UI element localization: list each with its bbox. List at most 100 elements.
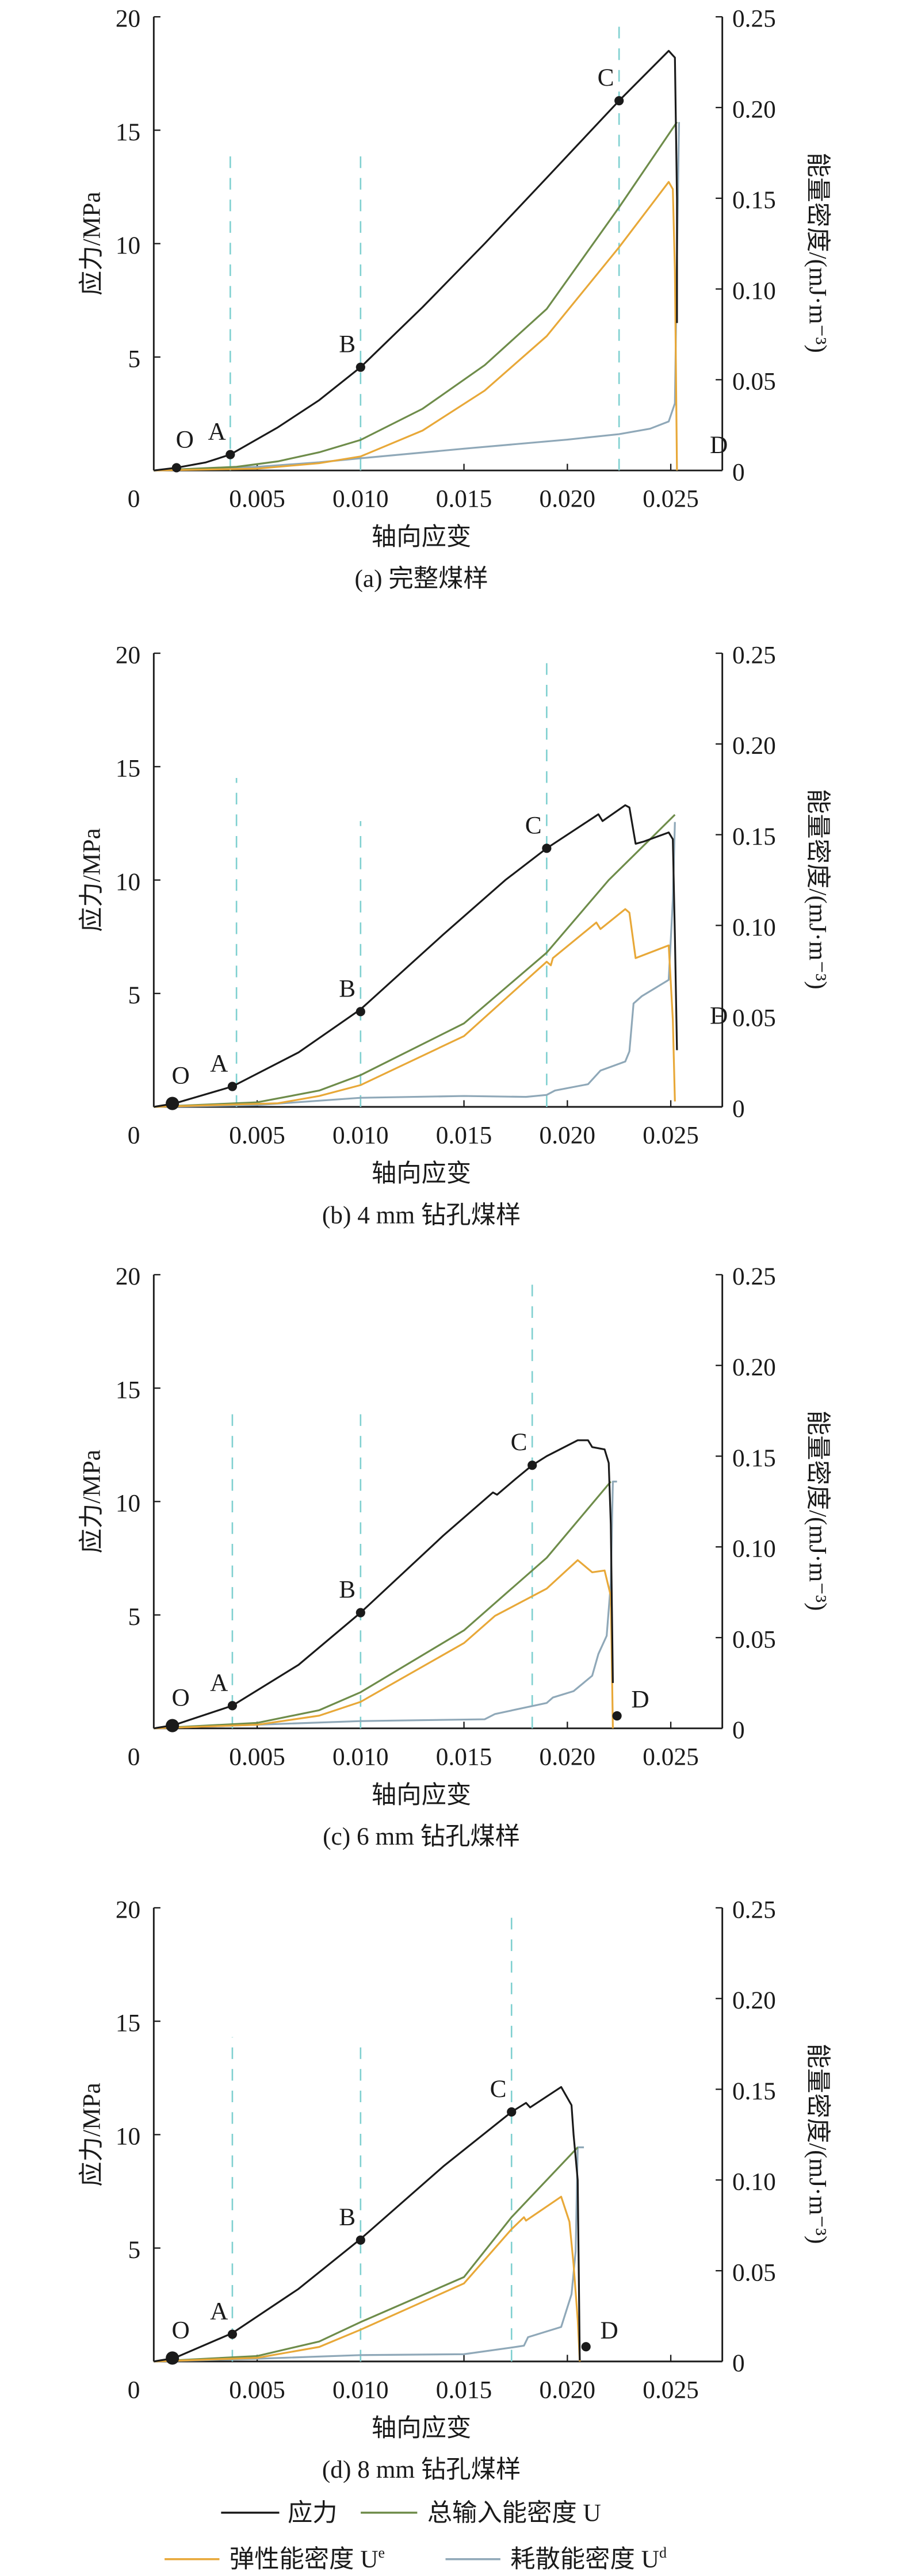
series-elastic-energy — [154, 2195, 581, 2363]
y-tick-label: 5 — [128, 1603, 141, 1631]
y-tick-label: 15 — [116, 2010, 140, 2037]
y-tick-label: 15 — [116, 1376, 140, 1404]
stage-point-a — [225, 450, 235, 459]
x-tick-label: 0.005 — [229, 1743, 285, 1770]
y-right-axis-label: 能量密度/(mJ·m⁻³) — [804, 152, 831, 353]
stage-label-o: O — [171, 2316, 189, 2344]
series-stress — [154, 49, 678, 471]
y-axis-label: 应力/MPa — [78, 191, 105, 296]
y-axis-label: 应力/MPa — [78, 1450, 105, 1554]
legend-elastic-label: 弹性能密度 Ue — [230, 2544, 385, 2573]
legend-elastic-base: 弹性能密度 U — [230, 2546, 379, 2573]
stage-label-d: D — [600, 2317, 618, 2344]
x-axis-label: 轴向应变 — [372, 2414, 471, 2442]
y-right-tick-label: 0.05 — [732, 368, 776, 396]
x-tick-label: 0.025 — [643, 2376, 699, 2404]
y-tick-label: 10 — [116, 1490, 140, 1517]
series-total-energy — [154, 814, 676, 1108]
y-tick-label: 15 — [116, 118, 140, 146]
stage-point-c — [507, 2107, 517, 2117]
y-axis-label: 应力/MPa — [78, 828, 105, 932]
y-right-axis-label: 能量密度/(mJ·m⁻³) — [804, 1410, 831, 1611]
x-tick-label: 0.005 — [229, 2376, 285, 2404]
stage-label-d: D — [631, 1686, 649, 1713]
stage-point-a — [227, 2329, 238, 2339]
stage-label-o: O — [171, 1061, 189, 1089]
x-tick-label: 0.015 — [436, 2376, 492, 2404]
y-right-tick-label: 0 — [732, 2349, 745, 2377]
stage-point-b — [355, 1608, 365, 1617]
stage-point-o — [171, 463, 181, 473]
y-tick-label: 5 — [128, 982, 141, 1009]
stage-point-c — [542, 844, 552, 853]
stage-label-a: A — [210, 1669, 228, 1696]
series-stress — [154, 2086, 581, 2363]
x-tick-label: 0.005 — [229, 1122, 285, 1149]
y-tick-label: 5 — [128, 345, 141, 373]
y-right-tick-label: 0.10 — [732, 914, 776, 941]
y-right-tick-label: 0.05 — [732, 2259, 776, 2286]
series-stress — [154, 804, 678, 1108]
stage-label-c: C — [598, 64, 614, 91]
legend-dissipated-sup: d — [659, 2544, 667, 2561]
stage-label-a: A — [210, 2298, 228, 2325]
x-tick-label: 0.020 — [540, 1122, 596, 1149]
stage-label-b: B — [339, 1576, 355, 1604]
chart-panel: 0 0.005 0.010 0.015 0.020 0.025 5 10 15 20 0 0.05 0.… — [78, 1896, 831, 2483]
legend-dissipated-base: 耗散能密度 U — [510, 2546, 659, 2573]
y-tick-label: 20 — [116, 1896, 140, 1923]
chart-panel: 0 0.005 0.010 0.015 0.020 0.025 5 10 15 20 0 0.05 0.… — [78, 5, 831, 593]
stage-label-b: B — [339, 331, 355, 358]
series-total-energy — [154, 1481, 612, 1730]
series-elastic-energy — [154, 908, 676, 1108]
y-right-tick-label: 0.05 — [732, 1005, 776, 1032]
x-axis-label: 轴向应变 — [372, 1160, 471, 1187]
stage-point-o — [166, 2351, 179, 2365]
panel-caption: (c) 6 mm 钻孔煤样 — [323, 1823, 520, 1850]
stage-label-o: O — [171, 1684, 189, 1711]
x-tick-label: 0.020 — [540, 485, 596, 513]
x-tick-label: 0.015 — [436, 1743, 492, 1770]
x-tick-label: 0.010 — [332, 1743, 389, 1770]
stage-point-d — [581, 2342, 591, 2352]
x-axis-label: 轴向应变 — [372, 523, 471, 551]
legend-elastic-sup: e — [379, 2544, 385, 2561]
x-tick-label: 0.010 — [332, 2376, 389, 2404]
x-tick-label: 0.025 — [643, 1122, 699, 1149]
y-tick-label: 20 — [116, 1263, 140, 1290]
stage-label-d: D — [710, 431, 728, 459]
stage-point-a — [227, 1082, 238, 1091]
x-tick-label: 0 — [128, 1743, 140, 1770]
series-dissipated-energy — [154, 822, 676, 1108]
stage-point-a — [227, 1701, 238, 1711]
y-right-tick-label: 0.20 — [732, 1987, 776, 2014]
stage-point-o — [166, 1719, 179, 1732]
x-tick-label: 0.020 — [540, 2376, 596, 2404]
series-total-energy — [154, 2146, 579, 2363]
stage-label-a: A — [208, 418, 226, 446]
y-right-tick-label: 0.15 — [732, 2077, 776, 2105]
x-tick-label: 0.015 — [436, 1122, 492, 1149]
y-right-tick-label: 0.25 — [732, 5, 776, 33]
chart-panel: 0 0.005 0.010 0.015 0.020 0.025 5 10 15 20 0 0.05 0.… — [78, 1263, 831, 1850]
y-tick-label: 10 — [116, 2123, 140, 2150]
stage-point-b — [355, 362, 365, 372]
y-tick-label: 15 — [116, 755, 140, 783]
y-tick-label: 5 — [128, 2236, 141, 2264]
y-right-axis-label: 能量密度/(mJ·m⁻³) — [804, 789, 831, 990]
series-elastic-energy — [154, 181, 678, 471]
y-right-tick-label: 0.25 — [732, 1263, 776, 1290]
y-right-axis-label: 能量密度/(mJ·m⁻³) — [804, 2044, 831, 2244]
stage-point-b — [355, 1007, 365, 1017]
legend-stress-label: 应力 — [288, 2499, 338, 2527]
stage-point-b — [355, 2235, 365, 2245]
x-tick-label: 0 — [128, 485, 140, 513]
y-right-tick-label: 0.05 — [732, 1626, 776, 1653]
y-tick-label: 10 — [116, 232, 140, 259]
stage-point-o — [166, 1097, 179, 1110]
x-tick-label: 0.005 — [229, 485, 285, 513]
stage-label-b: B — [339, 975, 355, 1002]
panel-caption: (d) 8 mm 钻孔煤样 — [322, 2456, 521, 2483]
x-tick-label: 0.015 — [436, 485, 492, 513]
y-tick-label: 20 — [116, 641, 140, 669]
